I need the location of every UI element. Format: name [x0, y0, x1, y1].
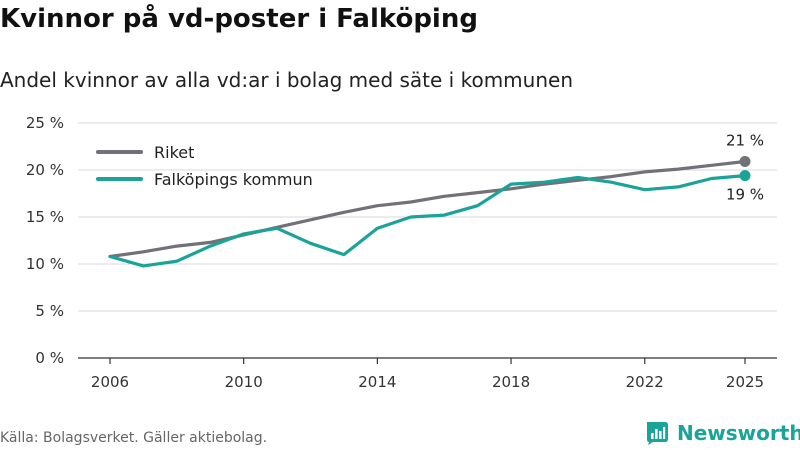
- x-tick-label: 2010: [225, 373, 263, 391]
- y-tick-label: 5 %: [35, 302, 64, 320]
- y-tick-label: 15 %: [26, 208, 64, 226]
- end-value-label: 19 %: [726, 186, 764, 204]
- end-point-falkoping: [739, 170, 751, 182]
- newsworthy-logo-icon: [647, 422, 668, 445]
- y-tick-label: 0 %: [35, 349, 64, 367]
- x-tick-label: 2018: [492, 373, 530, 391]
- x-tick-label: 2006: [91, 373, 129, 391]
- series-lines: [108, 156, 751, 268]
- legend-label: Riket: [154, 143, 194, 162]
- series-line-riket: [108, 159, 747, 259]
- y-tick-label: 20 %: [26, 161, 64, 179]
- end-point-riket: [739, 156, 751, 168]
- chart-subtitle: Andel kvinnor av alla vd:ar i bolag med …: [0, 68, 573, 92]
- legend-label: Falköpings kommun: [154, 170, 313, 189]
- brand-logo: Newsworthy: [644, 420, 800, 446]
- series-line-falkoping: [108, 174, 747, 268]
- y-tick-label: 25 %: [26, 114, 64, 132]
- x-tick-label: 2022: [626, 373, 664, 391]
- brand-name: Newsworthy: [677, 421, 800, 445]
- x-tick-label: 2014: [358, 373, 396, 391]
- axes: 0 % 5 % 10 % 15 % 20 % 25 % 2006 2010 2014 2018 20…: [26, 114, 777, 391]
- source-note: Källa: Bolagsverket. Gäller aktiebolag.: [0, 430, 268, 446]
- y-tick-label: 10 %: [26, 255, 64, 273]
- end-value-label: 21 %: [726, 132, 764, 150]
- chart-title: Kvinnor på vd-poster i Falköping: [0, 4, 478, 34]
- line-chart: 0 % 5 % 10 % 15 % 20 % 25 % 2006 2010 2014 2018 20…: [26, 114, 777, 391]
- x-tick-label: 2025: [726, 373, 764, 391]
- end-labels: 21 % 19 %: [726, 132, 764, 204]
- legend: Riket Falköpings kommun: [96, 143, 313, 189]
